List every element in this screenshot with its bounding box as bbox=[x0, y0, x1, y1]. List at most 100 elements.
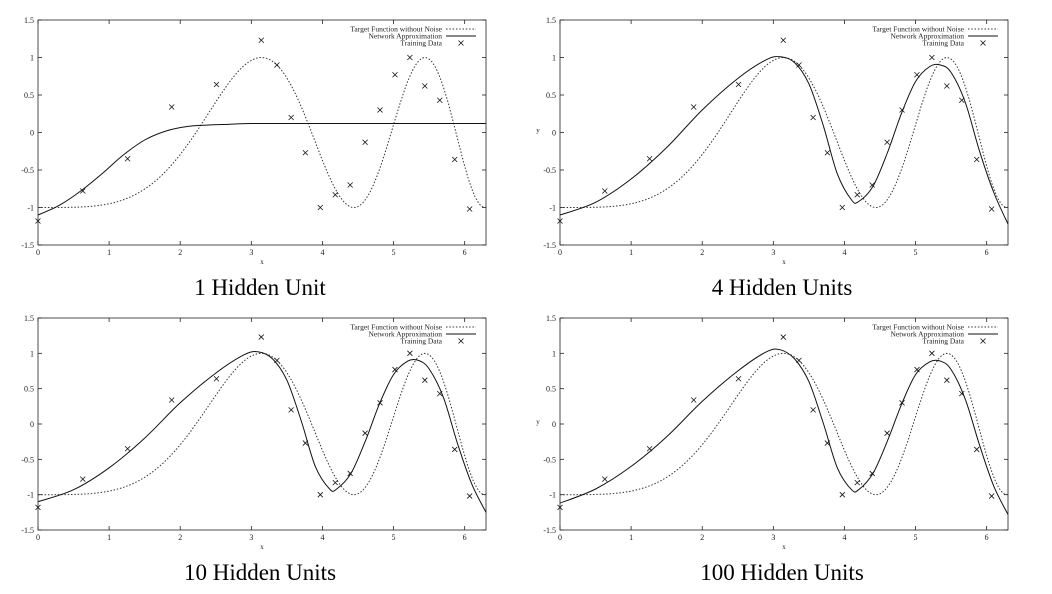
training-data-point bbox=[347, 182, 353, 188]
y-tick-label: -1 bbox=[549, 491, 556, 500]
training-data-point bbox=[780, 37, 787, 44]
training-data-point bbox=[35, 218, 41, 224]
training-data-point bbox=[317, 491, 324, 498]
y-tick-label: 1 bbox=[552, 349, 556, 358]
training-data-point bbox=[362, 430, 368, 436]
training-data-point bbox=[735, 81, 742, 88]
legend-swatch-training bbox=[980, 338, 986, 344]
y-tick-label: 1.5 bbox=[24, 16, 34, 25]
training-data-point bbox=[914, 71, 920, 78]
chart-caption-2: 4 Hidden Units bbox=[711, 275, 853, 300]
training-data-point bbox=[646, 155, 653, 162]
y-tick-label: -0.5 bbox=[21, 166, 34, 175]
training-data-point bbox=[899, 400, 905, 406]
y-tick-label: -1 bbox=[27, 204, 34, 213]
target-function-line bbox=[560, 56, 1009, 209]
target-function-line bbox=[38, 56, 487, 209]
chart-panel-4: -1.5 -1 -0.5 0 0.5 1 1.5 0 1 2 3 4 5 6 x y Target Functi… bbox=[522, 298, 1042, 588]
training-data-point bbox=[451, 156, 458, 163]
training-data-point bbox=[466, 493, 473, 499]
training-data-point bbox=[690, 104, 697, 110]
y-tick-label: -0.5 bbox=[543, 455, 556, 464]
training-data-point bbox=[839, 204, 846, 211]
x-tick-label: 1 bbox=[629, 248, 633, 257]
training-data-point bbox=[810, 114, 816, 121]
training-data-point bbox=[168, 397, 175, 403]
training-data-point bbox=[958, 390, 965, 397]
legend-label: Training Data bbox=[400, 337, 442, 346]
training-data-point bbox=[884, 139, 890, 146]
training-data-point bbox=[824, 440, 831, 446]
chart-panel-3: -1.5 -1 -0.5 0 0.5 1 1.5 0 1 2 3 4 5 6 x Target Functio… bbox=[0, 298, 520, 588]
x-tick-label: 0 bbox=[558, 533, 562, 542]
y-axis-label: y bbox=[536, 127, 540, 135]
x-axis-label: x bbox=[782, 543, 786, 551]
legend-swatch-training bbox=[980, 40, 986, 46]
training-data-point bbox=[407, 350, 413, 357]
legend-label: Network Approximation bbox=[890, 32, 964, 41]
x-tick-label: 3 bbox=[771, 248, 775, 257]
training-data-point bbox=[988, 493, 995, 499]
training-data-point bbox=[973, 156, 980, 163]
y-tick-label: 0 bbox=[552, 420, 556, 429]
training-data-point bbox=[958, 97, 965, 104]
training-data-point bbox=[288, 407, 294, 413]
training-data-point bbox=[436, 97, 443, 104]
training-data-point bbox=[124, 155, 131, 162]
training-data-point bbox=[944, 377, 950, 383]
training-data-point bbox=[377, 107, 383, 113]
training-data-point bbox=[302, 440, 309, 446]
x-tick-label: 6 bbox=[463, 533, 467, 542]
training-data-point bbox=[899, 107, 905, 113]
training-data-point bbox=[929, 350, 935, 357]
target-function-line bbox=[560, 352, 1009, 496]
chart-svg-1: -1.5 -1 -0.5 0 0.5 1 1.5 0 1 2 3 4 5 6 x Target Functio… bbox=[21, 16, 487, 266]
training-data-point bbox=[213, 375, 220, 382]
x-tick-label: 5 bbox=[914, 533, 918, 542]
x-tick-label: 3 bbox=[249, 533, 253, 542]
x-tick-label: 1 bbox=[629, 533, 633, 542]
training-data-point bbox=[884, 430, 890, 436]
chart-svg-4: -1.5 -1 -0.5 0 0.5 1 1.5 0 1 2 3 4 5 6 x y Target Functi… bbox=[536, 314, 1009, 551]
x-tick-label: 3 bbox=[249, 248, 253, 257]
training-data-point bbox=[869, 470, 875, 477]
x-tick-label: 3 bbox=[771, 533, 775, 542]
training-data-point bbox=[929, 54, 935, 61]
training-data-point bbox=[422, 83, 428, 89]
training-data-point bbox=[646, 445, 653, 452]
legend-label: Target Function without Noise bbox=[350, 25, 442, 34]
chart-caption-3: 10 Hidden Units bbox=[183, 560, 337, 585]
network-approximation-line bbox=[559, 348, 1009, 515]
training-data-point bbox=[332, 191, 339, 198]
training-data-point bbox=[288, 114, 294, 121]
training-data-point bbox=[602, 188, 608, 194]
training-data-point bbox=[557, 218, 563, 224]
training-data-point bbox=[973, 446, 980, 453]
x-axis-label: x bbox=[782, 258, 786, 266]
x-tick-label: 1 bbox=[107, 533, 111, 542]
y-tick-label: -1.5 bbox=[543, 241, 556, 250]
training-data-point bbox=[332, 479, 339, 486]
training-data-point bbox=[258, 334, 265, 340]
x-tick-label: 0 bbox=[558, 248, 562, 257]
training-data-point bbox=[317, 204, 324, 211]
y-tick-label: -0.5 bbox=[21, 455, 34, 464]
network-approximation-line bbox=[559, 56, 1009, 225]
plot-frame bbox=[37, 317, 487, 531]
training-data-point bbox=[914, 366, 920, 373]
x-tick-label: 5 bbox=[392, 533, 396, 542]
y-tick-label: -1.5 bbox=[543, 526, 556, 535]
legend-label: Network Approximation bbox=[368, 32, 442, 41]
legend-label: Training Data bbox=[922, 337, 964, 346]
chart-panel-1: -1.5 -1 -0.5 0 0.5 1 1.5 0 1 2 3 4 5 6 x Target Functio… bbox=[0, 0, 520, 300]
network-approximation-line bbox=[37, 351, 487, 513]
legend-label: Network Approximation bbox=[368, 330, 442, 339]
training-data-point bbox=[466, 206, 473, 212]
target-function-line bbox=[38, 352, 487, 496]
training-data-point bbox=[854, 191, 861, 198]
legend-swatch-training bbox=[458, 338, 464, 344]
legend-label: Target Function without Noise bbox=[872, 323, 964, 332]
training-data-point bbox=[392, 366, 398, 373]
training-data-point bbox=[690, 397, 697, 403]
